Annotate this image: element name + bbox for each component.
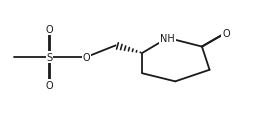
Text: O: O: [46, 25, 53, 35]
Text: O: O: [222, 28, 230, 38]
Text: S: S: [46, 53, 53, 62]
Text: O: O: [83, 53, 90, 62]
Text: O: O: [46, 80, 53, 90]
Text: NH: NH: [160, 34, 175, 43]
